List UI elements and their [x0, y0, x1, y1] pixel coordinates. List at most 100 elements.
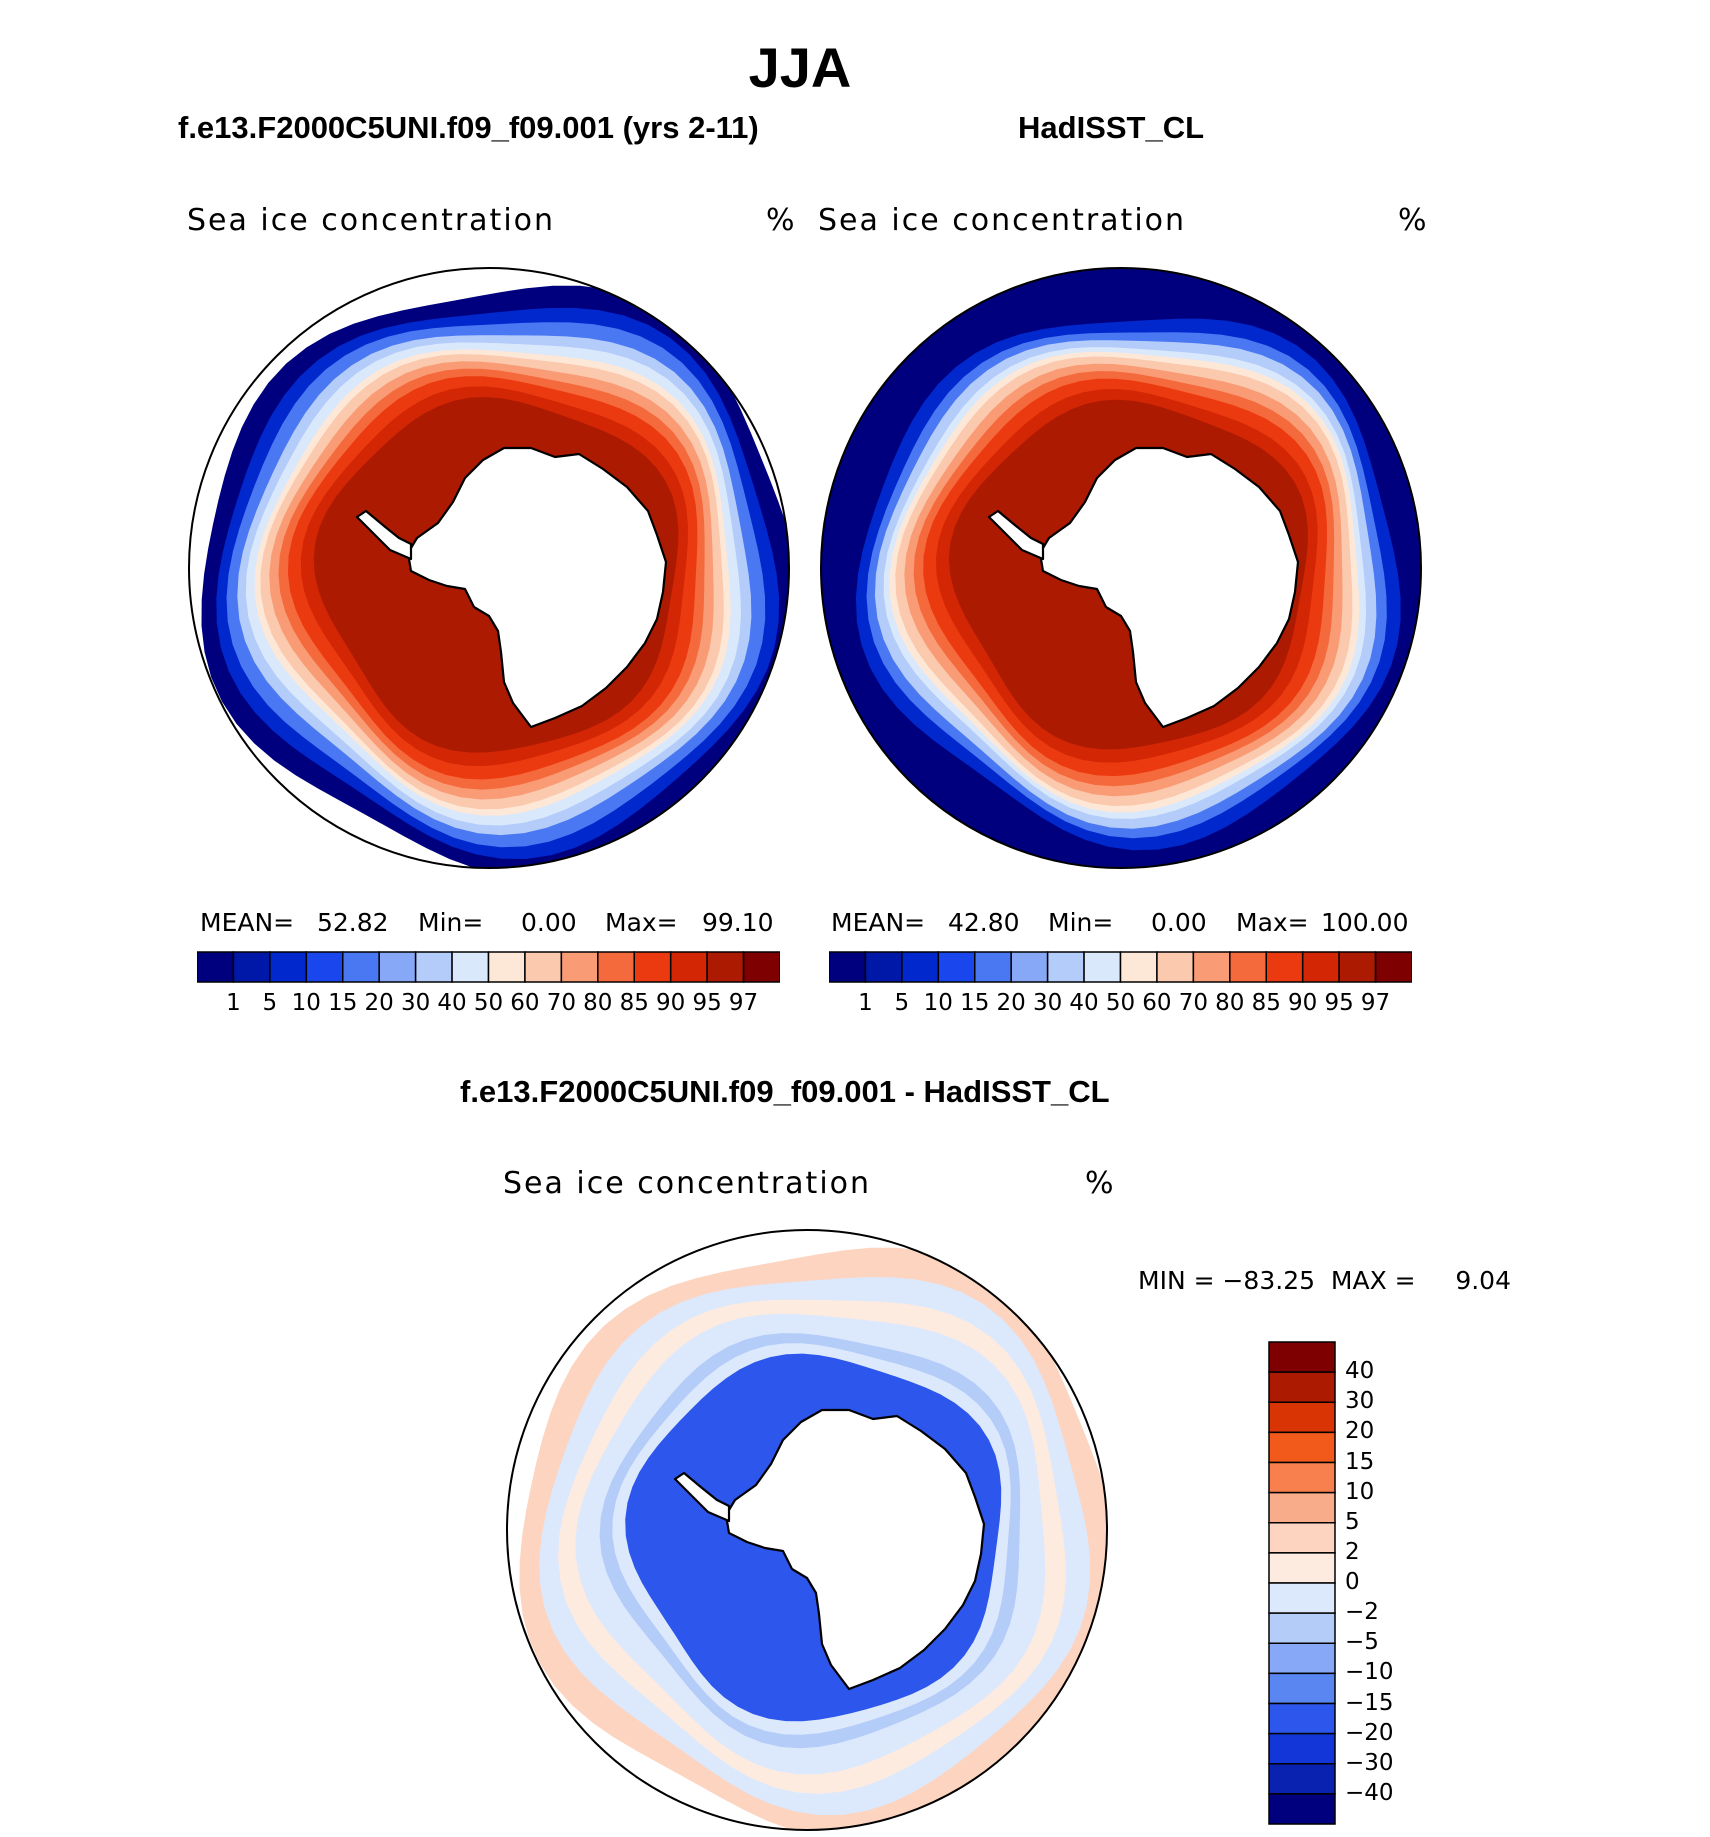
- colorbar-panel-1-label: 90: [656, 990, 686, 1016]
- colorbar-panel-1-swatch: [305, 951, 344, 983]
- panel-2-min-value: 0.00: [1151, 908, 1207, 937]
- panel-2-case-title: HadISST_CL: [1018, 110, 1205, 145]
- colorbar-panel-2-label: 70: [1178, 990, 1209, 1016]
- colorbar-diff-swatch: [1268, 1642, 1336, 1675]
- colorbar-diff-swatch: [1268, 1763, 1336, 1795]
- colorbar-panel-1-swatch: [597, 951, 635, 983]
- colorbar-panel-1-swatch: [232, 951, 271, 983]
- colorbar-panel-2-label: 85: [1251, 990, 1281, 1016]
- colorbar-panel-2-label: 5: [894, 990, 910, 1016]
- colorbar-panel-1-label: 5: [262, 990, 278, 1016]
- colorbar-panel-1-swatch: [451, 951, 490, 983]
- colorbar-panel-2-label: 95: [1324, 990, 1354, 1016]
- colorbar-panel-1-label: 95: [692, 990, 722, 1016]
- colorbar-panel-2-label: 80: [1215, 990, 1245, 1016]
- colorbar-diff: [1268, 1341, 1336, 1825]
- colorbar-panel-2-labels: 1 5 10 15 20 30 40 50 60 70 80 85 90 95 97: [0, 990, 1710, 1020]
- map-2-peninsula: [987, 509, 1045, 561]
- colorbar-panel-2-swatch: [1156, 951, 1195, 983]
- colorbar-panel-1-label: 10: [291, 990, 321, 1016]
- colorbar-panel-1-label: 85: [619, 990, 649, 1016]
- colorbar-panel-2-swatch: [829, 951, 867, 983]
- colorbar-diff-swatch: [1268, 1431, 1336, 1464]
- colorbar-panel-2-label: 97: [1360, 990, 1391, 1016]
- panel-2-max-label: Max=: [1236, 908, 1309, 937]
- colorbar-panel-1-swatch: [742, 951, 780, 983]
- colorbar-panel-1-label: 15: [328, 990, 358, 1016]
- colorbar-panel-1-swatch: [378, 951, 417, 983]
- colorbar-panel-1-label: 80: [583, 990, 613, 1016]
- colorbar-panel-2-label: 15: [960, 990, 990, 1016]
- colorbar-panel-1-swatch: [669, 951, 708, 983]
- colorbar-panel-1-label: 50: [473, 990, 504, 1016]
- colorbar-diff-swatch: [1268, 1702, 1336, 1735]
- colorbar-diff-swatch: [1268, 1341, 1336, 1373]
- colorbar-panel-1-label: 30: [400, 990, 431, 1016]
- colorbar-diff-swatch: [1268, 1552, 1336, 1584]
- colorbar-diff-swatch: [1268, 1401, 1336, 1434]
- panel-2-title: Sea ice concentration: [818, 203, 1187, 238]
- colorbar-panel-2-swatch: [1338, 951, 1377, 983]
- colorbar-panel-1: [197, 951, 780, 983]
- colorbar-panel-1-swatch: [414, 951, 453, 983]
- map-diff-antarctica-land: [673, 1408, 986, 1691]
- colorbar-diff-swatch: [1268, 1461, 1336, 1494]
- diff-panel-units: %: [1085, 1166, 1114, 1201]
- figure-title: JJA: [748, 36, 852, 99]
- map-1-peninsula: [355, 509, 413, 561]
- colorbar-panel-2-label: 1: [858, 990, 873, 1016]
- colorbar-panel-1-swatch: [633, 951, 672, 983]
- colorbar-panel-2-swatch: [1046, 951, 1085, 983]
- colorbar-panel-1-swatch: [560, 951, 599, 983]
- map-1: [188, 267, 790, 869]
- panel-2-units: %: [1398, 203, 1427, 238]
- colorbar-panel-2-label: 40: [1069, 990, 1099, 1016]
- panel-2-min-label: Min=: [1048, 908, 1114, 937]
- colorbar-diff-swatch: [1268, 1793, 1336, 1825]
- colorbar-panel-2-swatch: [1374, 951, 1412, 983]
- map-1-antarctica-land: [355, 446, 668, 729]
- map-diff-peninsula: [673, 1471, 731, 1523]
- colorbar-panel-1-label: 60: [510, 990, 540, 1016]
- colorbar-panel-2-label: 90: [1288, 990, 1318, 1016]
- colorbar-panel-2-swatch: [1301, 951, 1340, 983]
- map-2: [820, 267, 1422, 869]
- map-2-continent: [1038, 446, 1300, 729]
- colorbar-diff-swatch: [1268, 1371, 1336, 1404]
- colorbar-panel-1-label: 1: [226, 990, 241, 1016]
- panel-1-max-value: 99.10: [702, 908, 774, 937]
- colorbar-panel-2-swatch: [974, 951, 1012, 983]
- map-diff: [506, 1229, 1108, 1831]
- colorbar-panel-2: [829, 951, 1412, 983]
- colorbar-panel-2-swatch: [937, 951, 976, 983]
- panel-2-max-value: 100.00: [1321, 908, 1409, 937]
- colorbar-diff-swatch: [1268, 1582, 1336, 1614]
- map-1-boundary-circle: [188, 267, 790, 869]
- colorbar-panel-2-label: 10: [923, 990, 953, 1016]
- map-1-continent: [406, 446, 668, 729]
- panel-2-mean-value: 42.80: [948, 908, 1020, 937]
- colorbar-panel-2-swatch: [1083, 951, 1122, 983]
- colorbar-panel-1-label: 97: [728, 990, 759, 1016]
- panel-2-mean-label: MEAN=: [831, 908, 926, 937]
- diff-panel-title: Sea ice concentration: [503, 1166, 872, 1201]
- panel-1-max-label: Max=: [605, 908, 678, 937]
- colorbar-diff-swatch: [1268, 1672, 1336, 1705]
- colorbar-diff-swatch: [1268, 1522, 1336, 1554]
- map-diff-continent: [724, 1408, 986, 1691]
- colorbar-panel-2-swatch: [1010, 951, 1049, 983]
- colorbar-diff-swatch: [1268, 1491, 1336, 1524]
- diff-minmax: MIN = −83.25 MAX = 9.04: [1138, 1266, 1511, 1295]
- colorbar-panel-1-swatch: [197, 951, 235, 983]
- colorbar-panel-1-label: 40: [437, 990, 467, 1016]
- panel-1-units: %: [766, 203, 795, 238]
- panel-1-min-value: 0.00: [521, 908, 577, 937]
- colorbar-panel-2-swatch: [1192, 951, 1231, 983]
- panel-1-mean-label: MEAN=: [200, 908, 295, 937]
- colorbar-panel-2-swatch: [1119, 951, 1158, 983]
- colorbar-panel-1-swatch: [342, 951, 380, 983]
- panel-1-mean-value: 52.82: [317, 908, 389, 937]
- colorbar-panel-2-swatch: [864, 951, 903, 983]
- map-2-antarctica-land: [987, 446, 1300, 729]
